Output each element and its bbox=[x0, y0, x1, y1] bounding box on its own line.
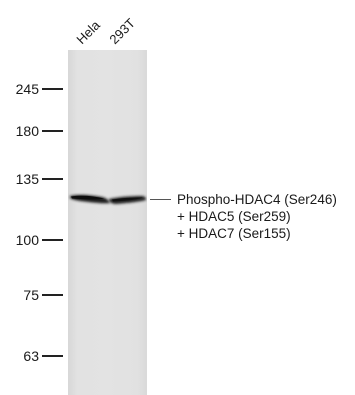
band-pointer-line bbox=[150, 199, 171, 200]
marker-180: 180 bbox=[0, 124, 66, 138]
marker-tick bbox=[42, 178, 63, 180]
marker-tick bbox=[42, 355, 63, 357]
marker-100: 100 bbox=[0, 233, 66, 247]
target-line-1: Phospho-HDAC4 (Ser246) bbox=[177, 192, 337, 207]
lane-label-293t: 293T bbox=[106, 15, 138, 47]
marker-75: 75 bbox=[0, 288, 66, 302]
marker-label: 63 bbox=[23, 348, 39, 364]
marker-label: 245 bbox=[15, 81, 39, 97]
marker-label: 75 bbox=[23, 287, 39, 303]
marker-135: 135 bbox=[0, 172, 66, 186]
marker-tick bbox=[42, 130, 63, 132]
marker-63: 63 bbox=[0, 349, 66, 363]
marker-label: 180 bbox=[15, 123, 39, 139]
marker-tick bbox=[42, 88, 63, 90]
marker-tick bbox=[42, 239, 63, 241]
target-line-2: + HDAC5 (Ser259) bbox=[177, 209, 291, 224]
marker-245: 245 bbox=[0, 82, 66, 96]
target-line-3: + HDAC7 (Ser155) bbox=[177, 226, 291, 241]
lane-label-hela: Hela bbox=[73, 17, 103, 47]
blot-membrane bbox=[68, 50, 147, 395]
marker-label: 135 bbox=[15, 171, 39, 187]
marker-tick bbox=[42, 294, 63, 296]
target-annotation: Phospho-HDAC4 (Ser246) + HDAC5 (Ser259) … bbox=[177, 191, 337, 242]
protein-band bbox=[70, 194, 146, 204]
marker-label: 100 bbox=[15, 232, 39, 248]
